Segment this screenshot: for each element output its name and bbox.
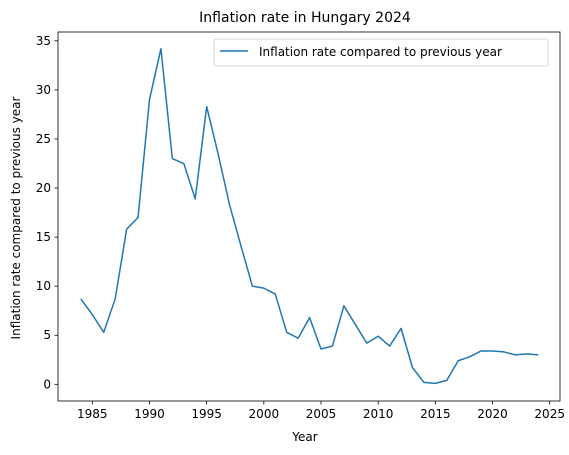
chart-title: Inflation rate in Hungary 2024 <box>199 10 411 26</box>
x-axis-label: Year <box>291 430 317 444</box>
x-tick-label: 2000 <box>249 407 280 421</box>
x-tick-label: 2005 <box>306 407 337 421</box>
y-axis-label: Inflation rate compared to previous year <box>9 96 23 339</box>
plot-area: 1985 1990 1995 2000 2005 2010 2015 2020 2025 051… <box>36 31 565 421</box>
y-tick-label: 30 <box>36 83 51 97</box>
legend-box <box>213 38 549 67</box>
x-axis-ticks: 1985 1990 1995 2000 2005 2010 2015 2020 2025 <box>77 401 565 421</box>
legend: Inflation rate compared to previous year <box>213 38 549 67</box>
y-tick-label: 35 <box>36 34 51 48</box>
plot-frame <box>57 31 561 402</box>
series-line <box>80 47 539 385</box>
y-tick-label: 25 <box>36 132 51 146</box>
y-tick-label: 10 <box>36 279 51 293</box>
x-tick-label: 2010 <box>363 407 394 421</box>
x-tick-label: 1990 <box>134 407 165 421</box>
y-tick-label: 0 <box>43 377 51 391</box>
y-axis-ticks: 0 5 10 15 20 25 30 35 <box>36 34 58 391</box>
x-tick-label: 2025 <box>534 407 565 421</box>
y-tick-label: 5 <box>43 328 51 342</box>
y-tick-label: 20 <box>36 181 51 195</box>
x-tick-label: 2015 <box>420 407 451 421</box>
x-tick-label: 2020 <box>477 407 508 421</box>
series-layer <box>80 47 539 385</box>
legend-label: Inflation rate compared to previous year <box>259 45 502 59</box>
y-tick-label: 15 <box>36 230 51 244</box>
x-tick-label: 1995 <box>191 407 222 421</box>
x-tick-label: 1985 <box>77 407 108 421</box>
